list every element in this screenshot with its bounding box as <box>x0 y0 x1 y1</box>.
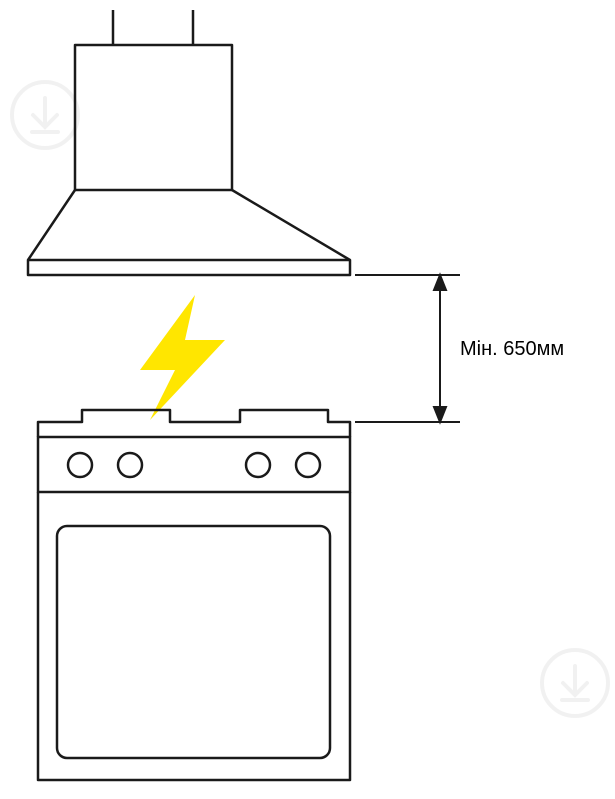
stove <box>38 410 350 780</box>
watermark-top-left <box>12 82 78 148</box>
lightning-icon <box>140 295 225 420</box>
watermark-bottom-right <box>542 650 608 716</box>
range-hood <box>28 10 350 275</box>
dimension-label: Мін. 650мм <box>460 338 564 361</box>
diagram-canvas <box>0 0 615 799</box>
dimension-indicator <box>355 275 460 422</box>
